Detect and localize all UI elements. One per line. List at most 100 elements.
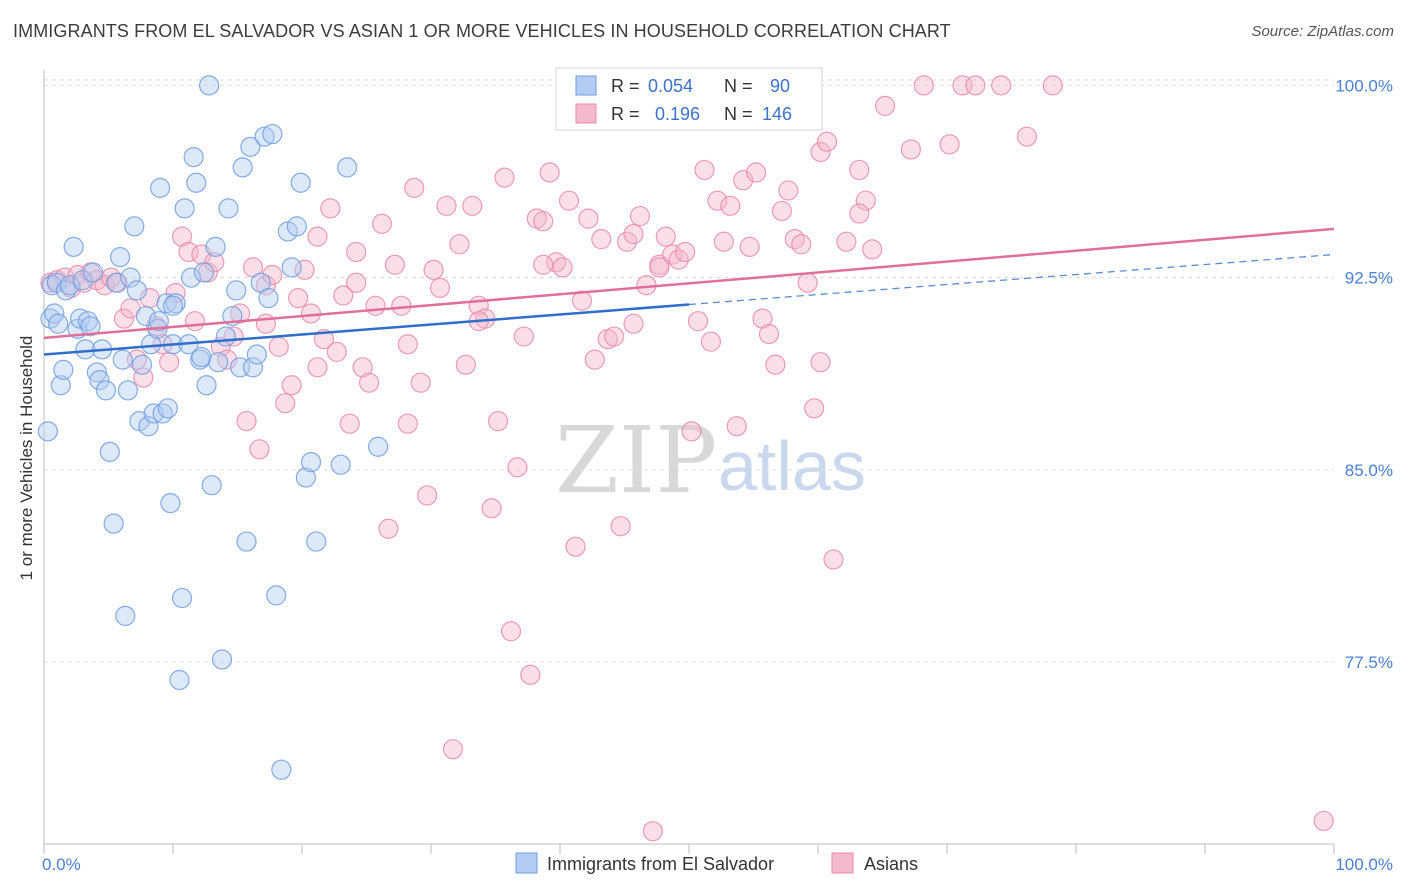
el-salvador-point [48, 313, 69, 334]
el-salvador-point [186, 172, 207, 193]
el-salvador-point [50, 375, 71, 396]
el-salvador-trend-projection [688, 253, 1335, 306]
el-salvador-point [37, 421, 58, 442]
asian-point [862, 239, 883, 260]
el-salvador-point [183, 147, 204, 168]
asian-point [849, 159, 870, 181]
asian-point [449, 234, 470, 255]
asian-point [681, 421, 702, 442]
asian-point [900, 139, 921, 160]
legend-n-label-1: N = [724, 76, 753, 96]
el-salvador-point [191, 346, 212, 368]
y-tick-labels: 77.5% 85.0% 92.5% 100.0% [1335, 76, 1393, 672]
el-salvador-point [82, 262, 104, 283]
el-salvador-point [112, 349, 133, 370]
watermark-atlas: atlas [718, 427, 866, 505]
asian-point [262, 264, 283, 286]
el-salvador-point [70, 308, 91, 329]
asian-point [849, 203, 870, 224]
asian-point [739, 236, 760, 257]
top-legend: R = 0.054 N = 90 R = 0.196 N = 146 [555, 67, 823, 131]
el-salvador-points [37, 75, 389, 780]
asian-point [520, 664, 541, 685]
el-salvador-point [135, 305, 157, 327]
asian-point [352, 357, 373, 378]
asian-point [1313, 810, 1334, 832]
asian-point [816, 131, 838, 152]
el-salvador-point [193, 262, 215, 283]
el-salvador-point [80, 316, 101, 337]
el-salvador-point [199, 75, 220, 96]
el-salvador-point [44, 303, 65, 324]
el-salvador-point [174, 198, 195, 219]
y-tick-label: 85.0% [1345, 461, 1393, 480]
asian-point [810, 352, 831, 373]
asian-point [565, 536, 586, 557]
asians-points [40, 75, 1334, 842]
asian-point [275, 393, 296, 414]
el-salvador-point [171, 587, 193, 609]
asian-point [365, 295, 386, 316]
asian-point [404, 177, 425, 198]
asian-point [500, 621, 522, 642]
asian-point [649, 257, 670, 278]
el-salvador-point [120, 267, 141, 288]
legend-r-value-1: 0.054 [648, 76, 693, 96]
asian-point [346, 272, 367, 293]
asian-point [326, 341, 347, 363]
asian-point [268, 336, 289, 357]
asian-point [623, 223, 644, 245]
asian-point [836, 231, 857, 252]
asian-point [255, 313, 276, 334]
el-salvador-trend-line [43, 303, 690, 356]
chart-title: IMMIGRANTS FROM EL SALVADOR VS ASIAN 1 O… [13, 21, 951, 41]
el-salvador-point [240, 136, 261, 157]
asian-point [378, 518, 399, 539]
asian-point [184, 311, 206, 332]
el-salvador-point [131, 354, 153, 375]
asian-point [442, 739, 464, 760]
el-salvador-point [89, 370, 110, 391]
el-salvador-point [281, 257, 302, 278]
el-salvador-point [236, 531, 257, 552]
el-salvador-point [157, 398, 178, 419]
el-salvador-point [126, 280, 147, 301]
el-salvador-point [232, 157, 253, 178]
el-salvador-point [306, 531, 327, 552]
asian-point [610, 516, 631, 537]
asian-point [797, 272, 818, 293]
bottom-legend-label-asians: Asians [864, 854, 918, 874]
el-salvador-point [242, 357, 264, 378]
asian-point [159, 352, 180, 373]
el-salvador-point [103, 513, 124, 534]
asian-point [758, 323, 780, 345]
asian-point [604, 326, 625, 347]
asian-point [462, 195, 483, 216]
el-salvador-point [63, 236, 84, 257]
asian-point [513, 326, 534, 347]
legend-n-label-2: N = [724, 104, 753, 124]
asian-point [1042, 75, 1063, 96]
asian-point [533, 211, 554, 232]
asian-point [171, 226, 193, 247]
asian-point [804, 398, 825, 419]
asian-point [720, 195, 741, 216]
el-salvador-point [218, 198, 239, 219]
asian-point [558, 190, 580, 211]
el-salvador-point [266, 585, 287, 606]
asian-point [913, 75, 934, 96]
el-salvador-point [215, 326, 236, 347]
legend-n-value-1: 90 [770, 76, 790, 96]
el-salvador-point [124, 216, 145, 237]
asian-point [410, 372, 431, 393]
el-salvador-point [262, 123, 283, 145]
legend-r-label-1: R = [611, 76, 640, 96]
el-salvador-point [300, 452, 322, 473]
bottom-legend-swatch-pink [831, 852, 854, 874]
asian-point [371, 213, 393, 234]
x-axis-ticks [43, 844, 1335, 854]
asian-point [939, 134, 960, 155]
asian-point [765, 354, 786, 375]
el-salvador-point [165, 293, 186, 314]
